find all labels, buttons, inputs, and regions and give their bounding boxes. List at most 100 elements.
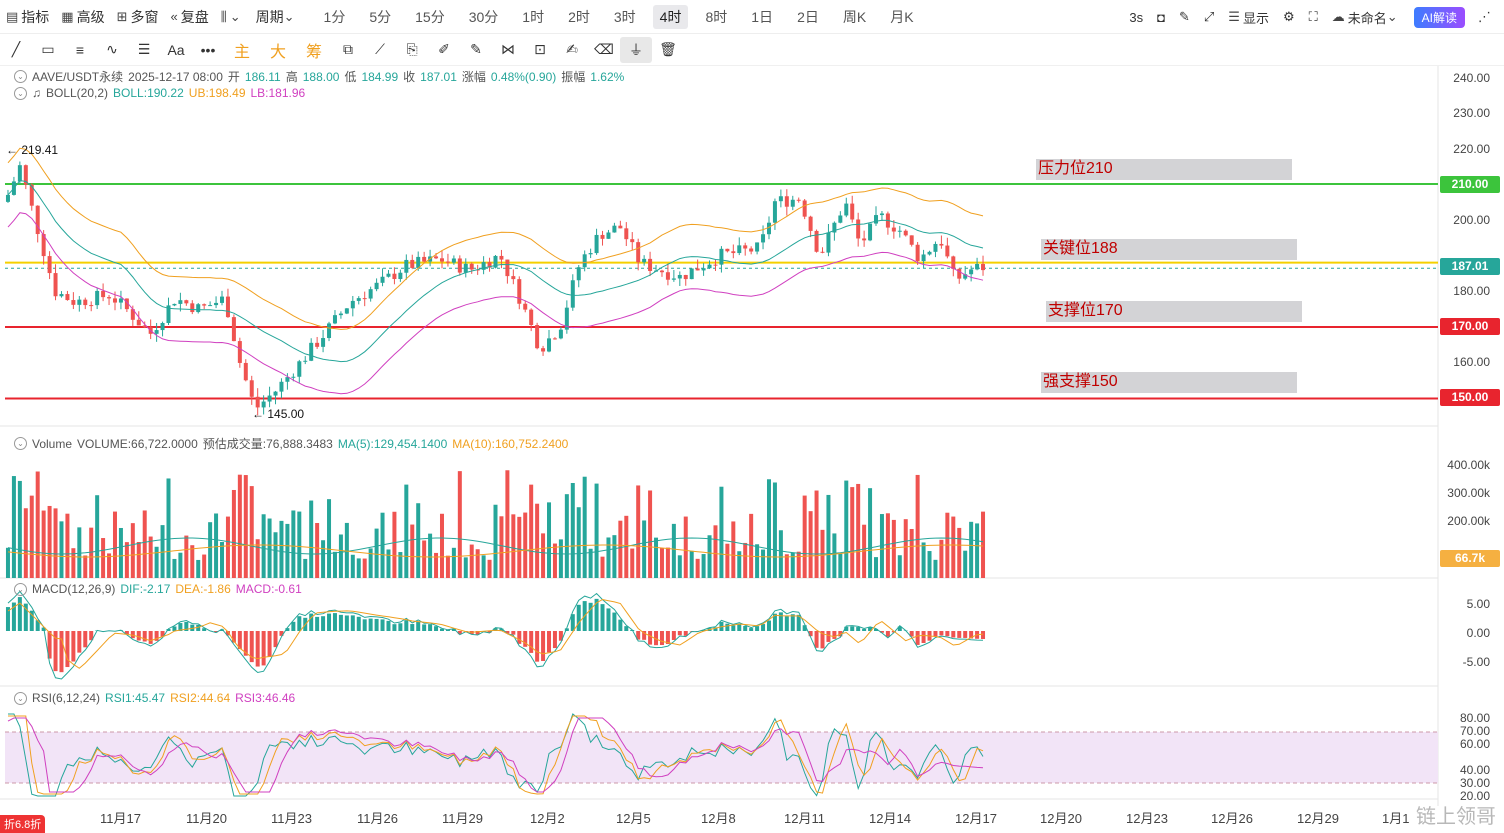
chart-canvas[interactable] xyxy=(0,66,1504,833)
multi-window-button[interactable]: ⊞ 多窗 xyxy=(116,8,159,25)
macd-bar xyxy=(517,631,522,644)
macd-bar xyxy=(766,620,771,631)
collapse-icon[interactable]: ⌄ xyxy=(14,86,27,100)
volume-bar xyxy=(356,558,361,578)
candle-body xyxy=(356,298,361,301)
period-tab[interactable]: 3时 xyxy=(613,8,636,25)
macd-bar xyxy=(439,628,444,631)
period-tab[interactable]: 30分 xyxy=(468,8,499,25)
display-button[interactable]: ☰ 显示 xyxy=(1228,9,1269,26)
period-tab[interactable]: 月K xyxy=(890,8,914,25)
rsi-axis-label: 60.00 xyxy=(1459,737,1490,751)
macd-bar xyxy=(386,620,391,631)
volume-bar xyxy=(547,502,552,578)
lock-icon[interactable]: ⊡ xyxy=(534,41,546,57)
pen-icon[interactable]: ✎ xyxy=(1178,9,1190,24)
period-tab[interactable]: 2时 xyxy=(568,8,590,25)
macd-bar xyxy=(267,631,272,658)
share-icon[interactable]: ⋰ xyxy=(1478,9,1491,24)
volume-bar xyxy=(107,553,112,578)
period-tab[interactable]: 15分 xyxy=(415,8,445,25)
highlighter-icon[interactable]: ✎ xyxy=(470,41,482,57)
rectangle-tool-icon[interactable]: ▭ xyxy=(41,41,55,57)
layout-name-button[interactable]: ☁ 未命名 ⌄ xyxy=(1331,9,1398,26)
wave-tool-icon[interactable]: ∿ xyxy=(106,41,118,57)
gear-icon[interactable]: ⚙ xyxy=(1282,9,1295,24)
collapse-icon[interactable]: ⌄ xyxy=(14,691,27,705)
macd-bar xyxy=(897,626,902,631)
trash-icon[interactable]: 🗑 xyxy=(659,41,677,57)
expand-icon[interactable]: ⤢ xyxy=(1203,9,1215,24)
candle-body xyxy=(457,258,462,273)
candle-body xyxy=(368,289,373,299)
period-tab[interactable]: 周K xyxy=(842,8,867,25)
period-tab[interactable]: 1日 xyxy=(751,8,774,25)
volume-bar xyxy=(909,528,914,578)
chart-area[interactable]: ⌄ AAVE/USDT永续 2025-12-17 08:00 开 186.11 高… xyxy=(0,66,1504,833)
macd-bar xyxy=(951,631,956,638)
candle-body xyxy=(695,268,700,271)
candle-body xyxy=(77,299,82,305)
zone-support[interactable]: 支撑位170 xyxy=(1046,301,1302,322)
collapse-icon[interactable]: ⌄ xyxy=(14,437,27,450)
volume-legend: ⌄ Volume VOLUME:66,722.0000 预估成交量:76,888… xyxy=(0,435,573,452)
volume-bar xyxy=(826,494,831,578)
volume-bar xyxy=(642,520,647,578)
zone-strong-support[interactable]: 强支撑150 xyxy=(1041,372,1297,393)
note-icon[interactable]: ✍ xyxy=(566,41,578,57)
candle-body xyxy=(630,239,635,243)
indicator-button[interactable]: ▤ 指标 xyxy=(6,8,50,25)
line-tool-icon[interactable]: ╱ xyxy=(11,41,21,57)
candle-body xyxy=(612,225,617,233)
period-tab[interactable]: 2日 xyxy=(797,8,819,25)
volume-bar xyxy=(588,548,593,578)
collapse-icon[interactable]: ⌄ xyxy=(14,70,27,83)
camera-icon[interactable]: ◘ xyxy=(1157,9,1165,25)
period-tab[interactable]: 4时 xyxy=(652,4,689,29)
volume-bar xyxy=(891,519,896,578)
bell-icon[interactable]: ♫ xyxy=(32,86,41,100)
ai-interpret-button[interactable]: AI解读 xyxy=(1413,6,1465,28)
candle-body xyxy=(945,245,950,257)
zone-key[interactable]: 关键位188 xyxy=(1041,239,1297,260)
magnet-icon[interactable]: ⋈ xyxy=(501,41,516,57)
refresh-interval[interactable]: 3s xyxy=(1129,9,1144,25)
period-tab[interactable]: 1时 xyxy=(522,8,545,25)
volume-bar xyxy=(778,530,783,578)
brush-icon[interactable]: ✐ xyxy=(438,41,450,57)
zone-resistance[interactable]: 压力位210 xyxy=(1036,159,1292,180)
candle-body xyxy=(196,304,201,313)
advanced-button[interactable]: ▦ 高级 xyxy=(61,8,105,25)
collapse-icon[interactable]: ⌄ xyxy=(14,582,27,596)
eraser-icon[interactable]: ⌫ xyxy=(594,41,614,57)
macd-bar xyxy=(576,604,581,631)
discount-badge[interactable]: 折6.8折 xyxy=(0,815,46,833)
big-order-tab[interactable]: 大 xyxy=(270,43,287,61)
candle-body xyxy=(422,256,427,262)
copy-icon[interactable]: ⎘ xyxy=(406,41,418,57)
main-indicator-tab[interactable]: 主 xyxy=(234,43,251,61)
candle-body xyxy=(17,165,22,182)
macd-bar xyxy=(969,631,974,639)
more-tools-icon[interactable]: ••• xyxy=(200,41,216,58)
filter-icon[interactable]: ⏚ xyxy=(620,36,653,63)
period-tab[interactable]: 5分 xyxy=(369,8,392,25)
fib-tool-icon[interactable]: ☰ xyxy=(137,41,151,57)
measure-tool-icon[interactable]: ⟋ xyxy=(375,41,385,57)
macd-bar xyxy=(552,631,557,649)
period-tab[interactable]: 1分 xyxy=(323,8,346,25)
channel-tool-icon[interactable]: ≡ xyxy=(75,41,85,58)
candle-body xyxy=(439,258,444,262)
pattern-tool-icon[interactable]: ⧉ xyxy=(343,41,354,57)
volume-bar xyxy=(112,511,117,578)
period-menu[interactable]: 周期 ⌄ xyxy=(255,8,295,25)
text-tool-icon[interactable]: Aa xyxy=(167,41,185,58)
chip-tab[interactable]: 筹 xyxy=(306,43,323,61)
replay-button[interactable]: «复盘 xyxy=(170,8,209,25)
candle-body xyxy=(981,263,986,271)
period-tab[interactable]: 8时 xyxy=(705,8,728,25)
fullscreen-icon[interactable]: ⛶ xyxy=(1308,9,1318,24)
chart-type-button[interactable]: ⫼ ⌄ xyxy=(215,4,250,30)
macd-bar xyxy=(659,631,664,646)
candle-body xyxy=(136,319,141,326)
